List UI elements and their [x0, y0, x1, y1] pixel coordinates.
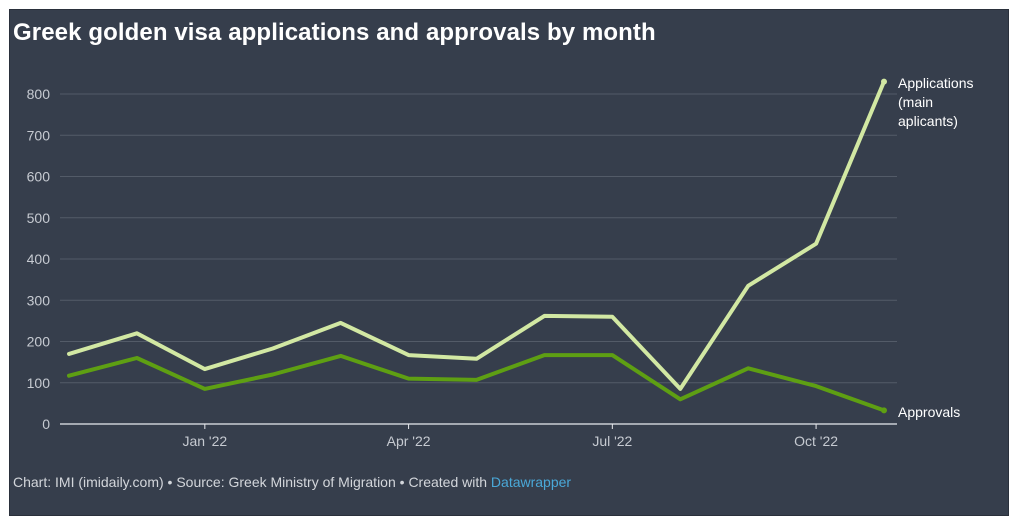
- applications-end-marker: [881, 78, 887, 85]
- chart-title: Greek golden visa applications and appro…: [13, 19, 656, 46]
- y-tick-label: 400: [27, 251, 51, 267]
- footer-separator: •: [163, 474, 177, 490]
- applications-series-label: (main: [898, 94, 933, 110]
- applications-series-label: Applications: [898, 75, 974, 91]
- approvals-end-marker: [881, 407, 887, 414]
- y-tick-label: 300: [27, 292, 51, 308]
- x-tick-label: Apr '22: [387, 433, 431, 449]
- y-tick-label: 200: [27, 334, 51, 350]
- x-tick-label: Jan '22: [182, 433, 227, 449]
- approvals-series-label: Approvals: [898, 404, 960, 420]
- y-tick-label: 0: [42, 416, 50, 432]
- datawrapper-link[interactable]: Datawrapper: [490, 474, 572, 490]
- applications-series-label: aplicants): [898, 113, 958, 129]
- footer-chart-credit: Chart: IMI (imidaily.com): [13, 474, 164, 490]
- x-tick-label: Oct '22: [794, 433, 838, 449]
- y-tick-label: 700: [27, 127, 51, 143]
- footer-source: Source: Greek Ministry of Migration: [176, 474, 396, 490]
- approvals-series-line: [67, 353, 886, 413]
- y-tick-label: 800: [27, 86, 51, 102]
- x-tick-label: Jul '22: [592, 433, 632, 449]
- footer-created-with: Created with: [408, 474, 491, 490]
- chart-footer: Chart: IMI (imidaily.com) • Source: Gree…: [13, 474, 571, 490]
- footer-separator: •: [395, 474, 409, 490]
- y-tick-label: 500: [27, 210, 51, 226]
- y-tick-label: 600: [27, 169, 51, 185]
- y-tick-label: 100: [27, 375, 51, 391]
- applications-series-line: [67, 79, 886, 391]
